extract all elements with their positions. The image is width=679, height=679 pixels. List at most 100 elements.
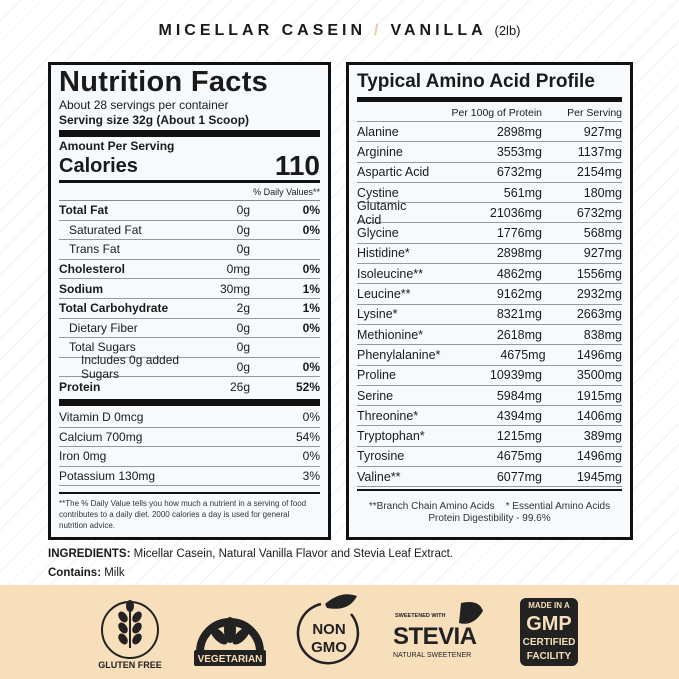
amino-per-serving: 1406mg: [576, 408, 622, 423]
nutrient-row: Total Carbohydrate 2g 1%: [59, 299, 320, 319]
stevia-top-text: SWEETENED WITH: [395, 613, 445, 619]
vitamin-row: Calcium 700mg 54%: [59, 428, 320, 448]
divider: [357, 97, 622, 102]
amino-per-serving: 1496mg: [576, 449, 622, 464]
amino-per-serving: 1556mg: [576, 266, 622, 281]
gmp-certified-icon: MADE IN A GMP CERTIFIED FACILITY: [520, 598, 579, 666]
nutrient-amount: 0g: [236, 360, 250, 375]
amino-per-100g: 4675mg: [500, 347, 546, 362]
amino-per-100g: 2898mg: [496, 246, 542, 261]
amino-per-100g: 3553mg: [496, 144, 542, 159]
nutrient-name: Sodium: [59, 281, 103, 296]
amino-per-100g: 1776mg: [496, 226, 542, 241]
vitamin-name: Potassium 130mg: [59, 469, 156, 484]
non-text: NON: [313, 621, 346, 638]
nutrient-row: Protein 26g 52%: [59, 377, 320, 397]
nutrient-name: Total Carbohydrate: [59, 301, 169, 316]
nutrient-dv: 0%: [302, 320, 320, 335]
amino-per-serving: 927mg: [583, 246, 622, 261]
amino-row: Threonine* 4394mg 1406mg: [357, 406, 622, 427]
amino-per-100g: 561mg: [503, 185, 542, 200]
amino-row: Arginine 3553mg 1137mg: [357, 142, 622, 163]
amino-name: Threonine*: [357, 408, 419, 423]
amino-per-100g: 8321mg: [496, 307, 542, 322]
amino-name: Histidine*: [357, 246, 410, 261]
vitamin-dv: 0%: [302, 410, 320, 425]
amino-per-100g: 1215mg: [496, 429, 542, 444]
vegetarian-text: VEGETARIAN: [197, 654, 262, 665]
divider: [59, 492, 320, 495]
vitamin-name: Iron 0mg: [59, 449, 107, 464]
amino-name: Isoleucine**: [357, 266, 424, 281]
amino-acid-panel: Typical Amino Acid Profile Per 100g of P…: [346, 62, 633, 540]
amino-per-100g: 2898mg: [496, 124, 542, 139]
amino-name: Proline: [357, 368, 396, 383]
nutrient-dv: 0%: [302, 360, 320, 375]
contains-label: Contains:: [48, 567, 102, 579]
protein-digestibility: Protein Digestibility - 99.6%: [428, 513, 551, 525]
nutrient-row: Includes 0g added Sugars 0g 0%: [59, 353, 320, 381]
amino-per-100g: 6732mg: [496, 165, 542, 180]
amino-row: Alanine 2898mg 927mg: [357, 122, 622, 143]
amino-row: Leucine** 9162mg 2932mg: [357, 284, 622, 305]
amino-name: Tyrosine: [357, 449, 405, 464]
nutrition-title: Nutrition Facts: [59, 66, 269, 98]
stevia-bottom-text: NATURAL SWEETENER: [393, 652, 471, 659]
vitamin-row: Potassium 130mg 3%: [59, 467, 320, 487]
gmp-badge: MADE IN A GMP CERTIFIED FACILITY: [509, 592, 589, 672]
gluten-free-text: GLUTEN FREE: [98, 660, 162, 670]
amino-per-100g: 2618mg: [496, 327, 542, 342]
nutrient-row: Total Sugars 0g: [59, 338, 320, 358]
nutrient-amount: 0g: [236, 242, 250, 257]
gluten-free-badge: GLUTEN FREE: [90, 592, 170, 672]
col-per-100g: Per 100g of Protein: [451, 106, 542, 119]
vitamin-dv: 3%: [302, 469, 320, 484]
amino-footnote-legend: **Branch Chain Amino Acids * Essential A…: [368, 501, 611, 513]
contains-text: Milk: [101, 567, 125, 579]
amino-name: Methionine*: [357, 327, 424, 342]
amino-row: Glutamic Acid 21036mg 6732mg: [357, 199, 622, 227]
amino-name: Aspartic Acid: [357, 165, 430, 180]
nutrient-dv: 0%: [302, 203, 320, 218]
nutrient-row: Total Fat 0g 0%: [59, 201, 320, 221]
amino-per-serving: 2154mg: [576, 165, 622, 180]
amino-per-serving: 2932mg: [576, 287, 622, 302]
nutrient-dv: 0%: [302, 222, 320, 237]
nutrient-dv: 1%: [302, 281, 320, 296]
servings-per-container: About 28 servings per container: [59, 98, 229, 112]
amino-per-serving: 838mg: [583, 327, 622, 342]
amino-name: Valine**: [357, 469, 401, 484]
stevia-badge: SWEETENED WITH STEVIA NATURAL SWEETENER: [389, 592, 489, 672]
product-title: MICELLAR CASEIN / VANILLA (2lb): [0, 22, 679, 40]
amino-title: Typical Amino Acid Profile: [357, 71, 595, 92]
product-name: MICELLAR CASEIN: [158, 22, 367, 39]
nutrient-name: Saturated Fat: [69, 222, 142, 237]
amino-name: Phenylalanine*: [357, 347, 441, 362]
gmp-line3: CERTIFIED: [523, 637, 576, 648]
nutrient-row: Cholesterol 0mg 0%: [59, 260, 320, 280]
amino-per-100g: 9162mg: [496, 287, 542, 302]
nutrient-dv: 0%: [302, 262, 320, 277]
nutrient-name: Protein: [59, 380, 101, 395]
amino-per-100g: 5984mg: [496, 388, 542, 403]
amino-per-100g: 6077mg: [496, 469, 542, 484]
separator: /: [374, 22, 383, 39]
amino-row: Methionine* 2618mg 838mg: [357, 325, 622, 346]
nutrient-dv: 52%: [295, 380, 320, 395]
ingredients-line: INGREDIENTS: Micellar Casein, Natural Va…: [48, 545, 453, 564]
col-per-serving: Per Serving: [567, 106, 622, 119]
amino-name: Cystine: [357, 185, 399, 200]
amino-name: Arginine: [357, 144, 403, 159]
nutrient-name: Cholesterol: [59, 262, 126, 277]
amino-name: Leucine**: [357, 287, 411, 302]
serving-size: Serving size 32g (About 1 Scoop): [59, 113, 250, 127]
gmp-line2: GMP: [526, 613, 572, 635]
nutrient-dv: 1%: [302, 301, 320, 316]
amino-per-100g: 10939mg: [489, 368, 542, 383]
amino-per-serving: 1915mg: [576, 388, 622, 403]
nutrient-row: Trans Fat 0g: [59, 240, 320, 260]
badge-band: GLUTEN FREE VEGETARIAN VEGETARIAN NON GMO …: [0, 585, 679, 679]
gmp-line1: MADE IN A: [528, 601, 570, 610]
ingredients-label: INGREDIENTS:: [48, 548, 131, 560]
amino-per-100g: 21036mg: [489, 205, 542, 220]
